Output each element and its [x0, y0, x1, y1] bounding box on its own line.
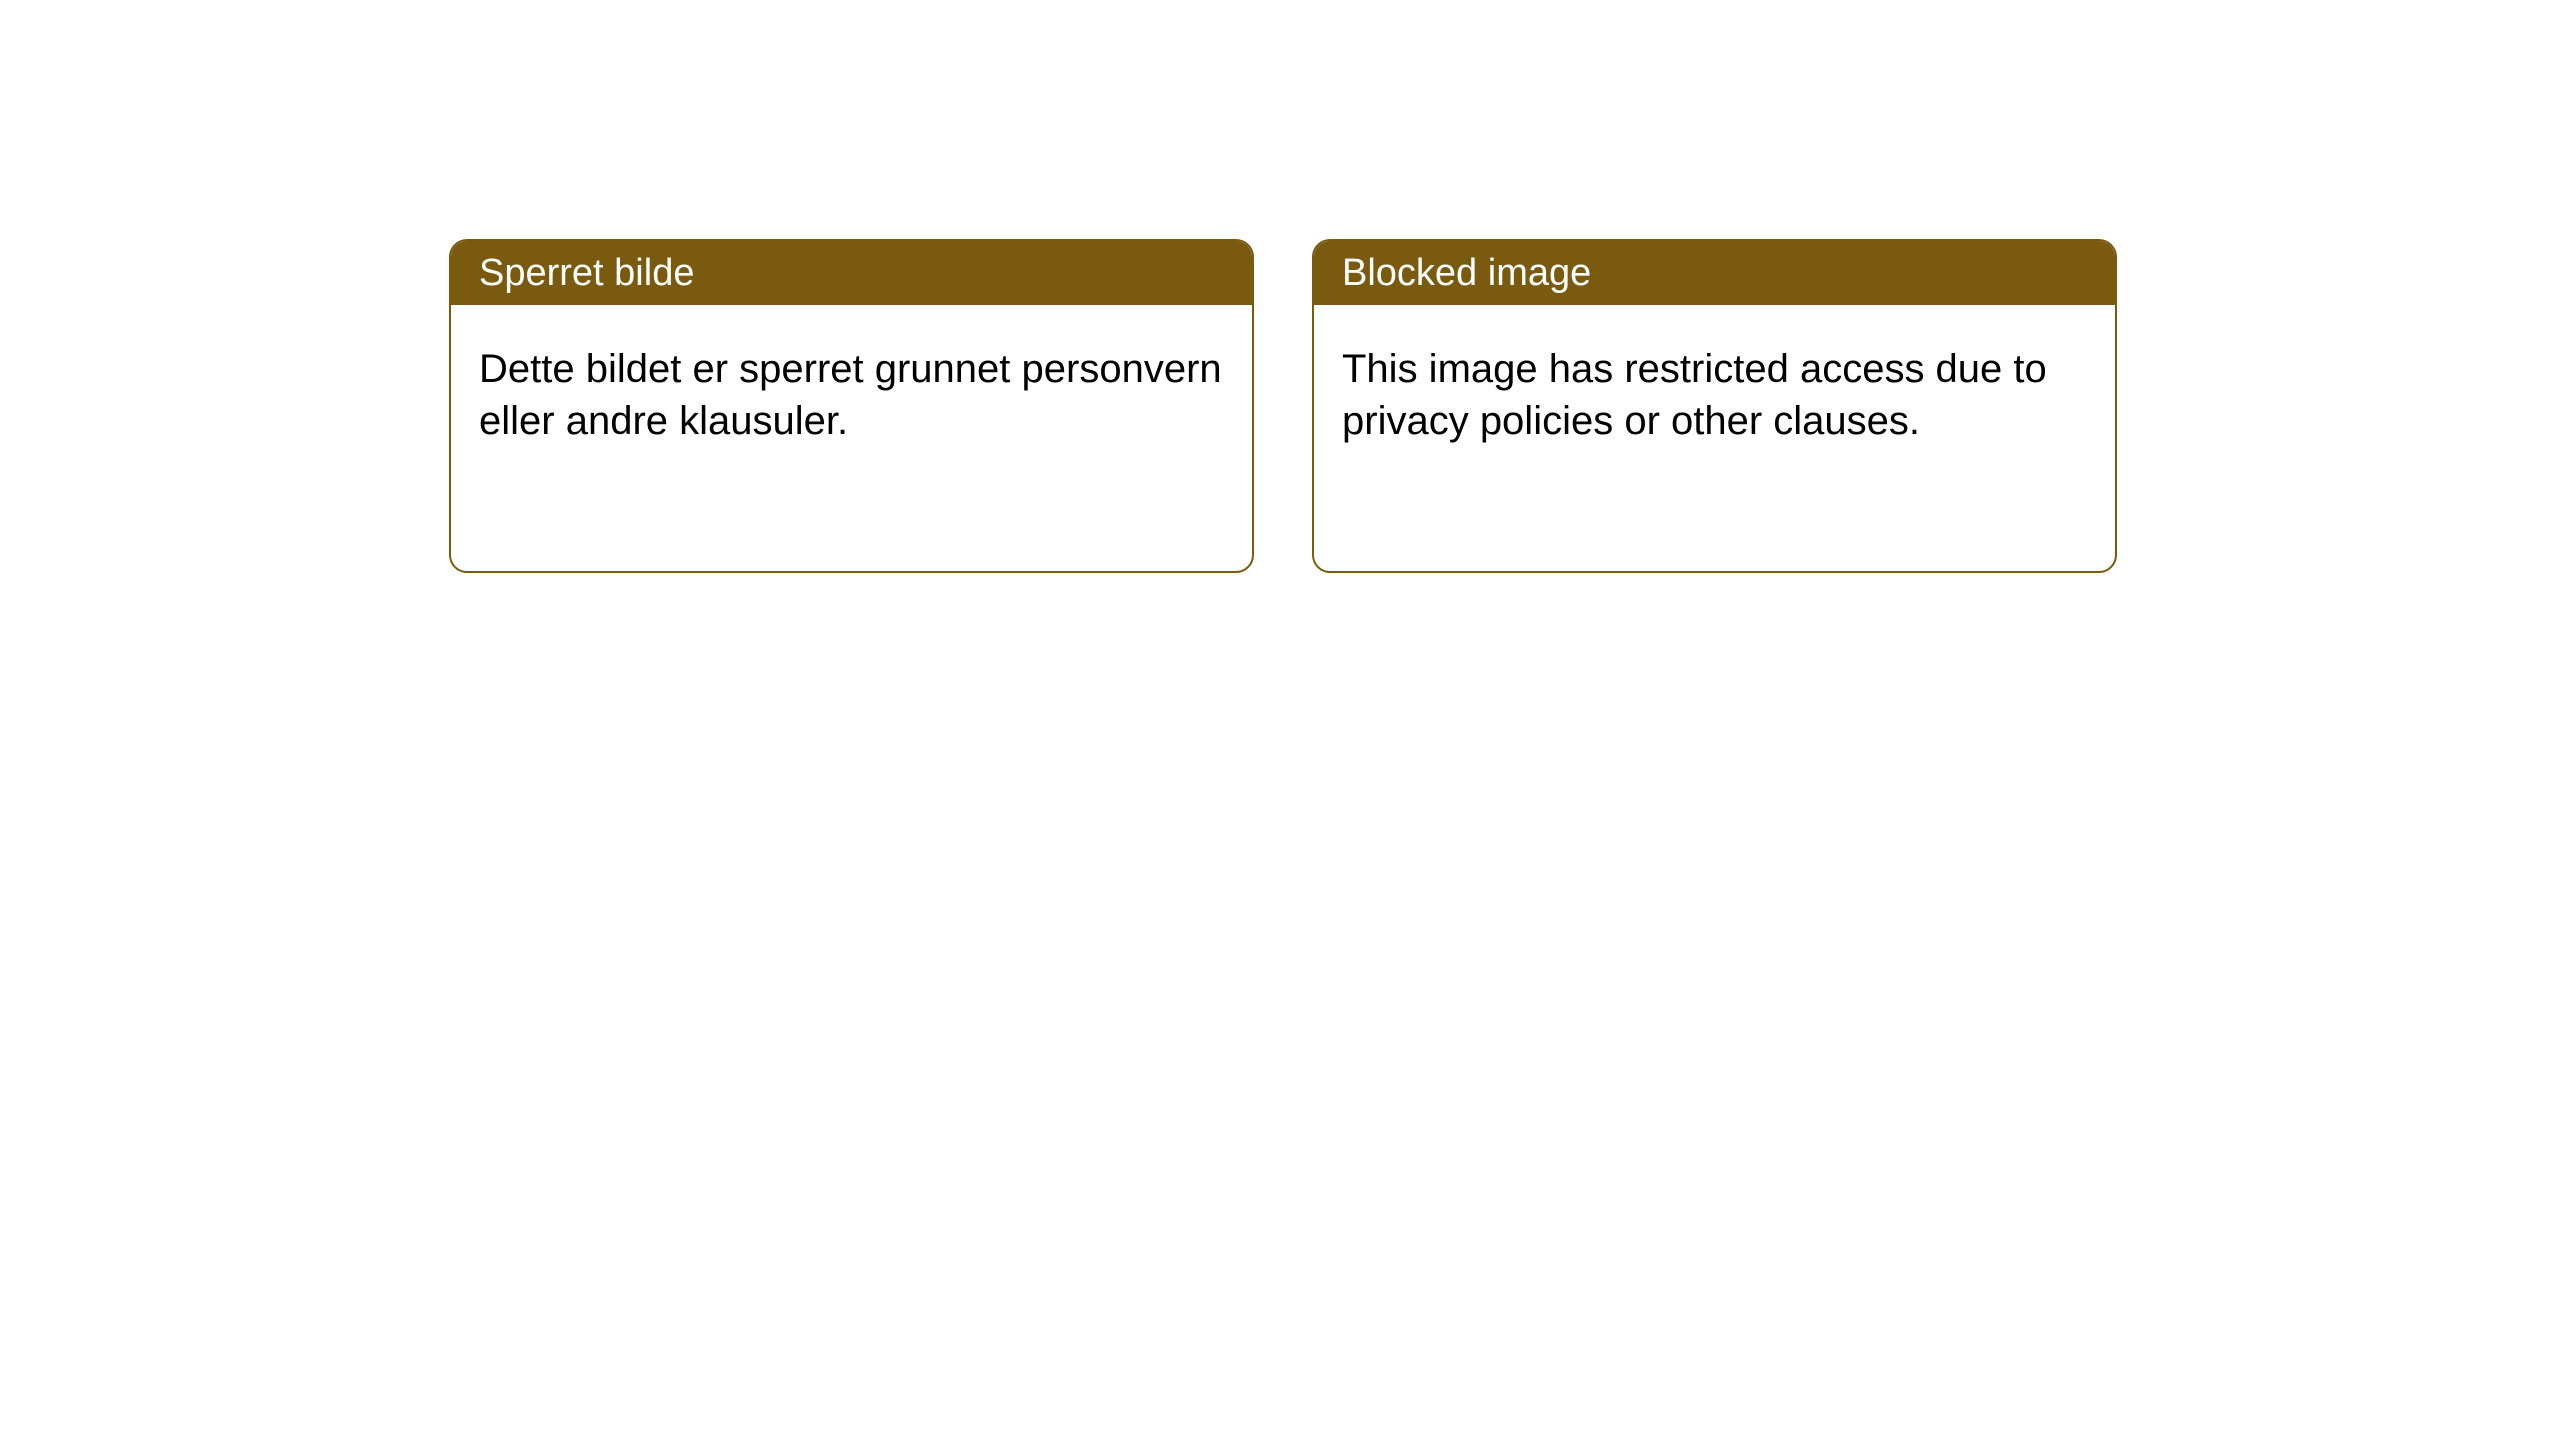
card-header: Blocked image [1314, 241, 2115, 305]
card-body-text: This image has restricted access due to … [1342, 347, 2047, 443]
card-title: Blocked image [1342, 252, 1591, 295]
card-body: Dette bildet er sperret grunnet personve… [451, 305, 1252, 485]
notice-cards-container: Sperret bilde Dette bildet er sperret gr… [449, 239, 2117, 573]
card-title: Sperret bilde [479, 252, 694, 295]
card-header: Sperret bilde [451, 241, 1252, 305]
card-body-text: Dette bildet er sperret grunnet personve… [479, 347, 1222, 443]
notice-card-norwegian: Sperret bilde Dette bildet er sperret gr… [449, 239, 1254, 573]
card-body: This image has restricted access due to … [1314, 305, 2115, 485]
notice-card-english: Blocked image This image has restricted … [1312, 239, 2117, 573]
